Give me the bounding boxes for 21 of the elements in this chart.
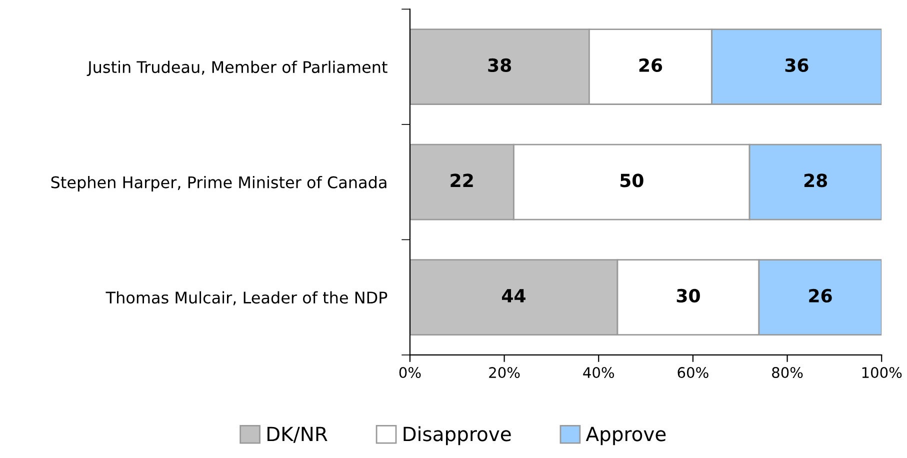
data-label: 38	[488, 58, 512, 72]
legend-label: DK/NR	[268, 426, 328, 443]
legend-label: Approve	[586, 426, 666, 446]
data-label: 26	[639, 58, 662, 72]
x-tick-label: 0%	[399, 367, 421, 378]
data-label: 26	[809, 288, 832, 303]
y-tick-label: Justin Trudeau, Member of Parliament	[86, 60, 388, 76]
x-tick-label: 100%	[862, 367, 902, 378]
y-tick-label: Thomas Mulcair, Leader of the NDP	[106, 291, 388, 306]
x-tick-label: 80%	[772, 367, 803, 378]
y-tick-label: Stephen Harper, Prime Minister of Canada	[51, 176, 386, 192]
data-label: 30	[676, 288, 700, 303]
legend-label: Disapprove	[404, 426, 511, 446]
data-label: 36	[785, 58, 808, 72]
data-label: 50	[620, 174, 644, 188]
data-label: 28	[804, 174, 828, 188]
data-label: 44	[502, 289, 526, 302]
x-tick-label: 60%	[678, 367, 708, 378]
x-tick-label: 40%	[583, 367, 614, 378]
x-tick-label: 20%	[489, 367, 520, 378]
data-label: 22	[450, 174, 473, 188]
